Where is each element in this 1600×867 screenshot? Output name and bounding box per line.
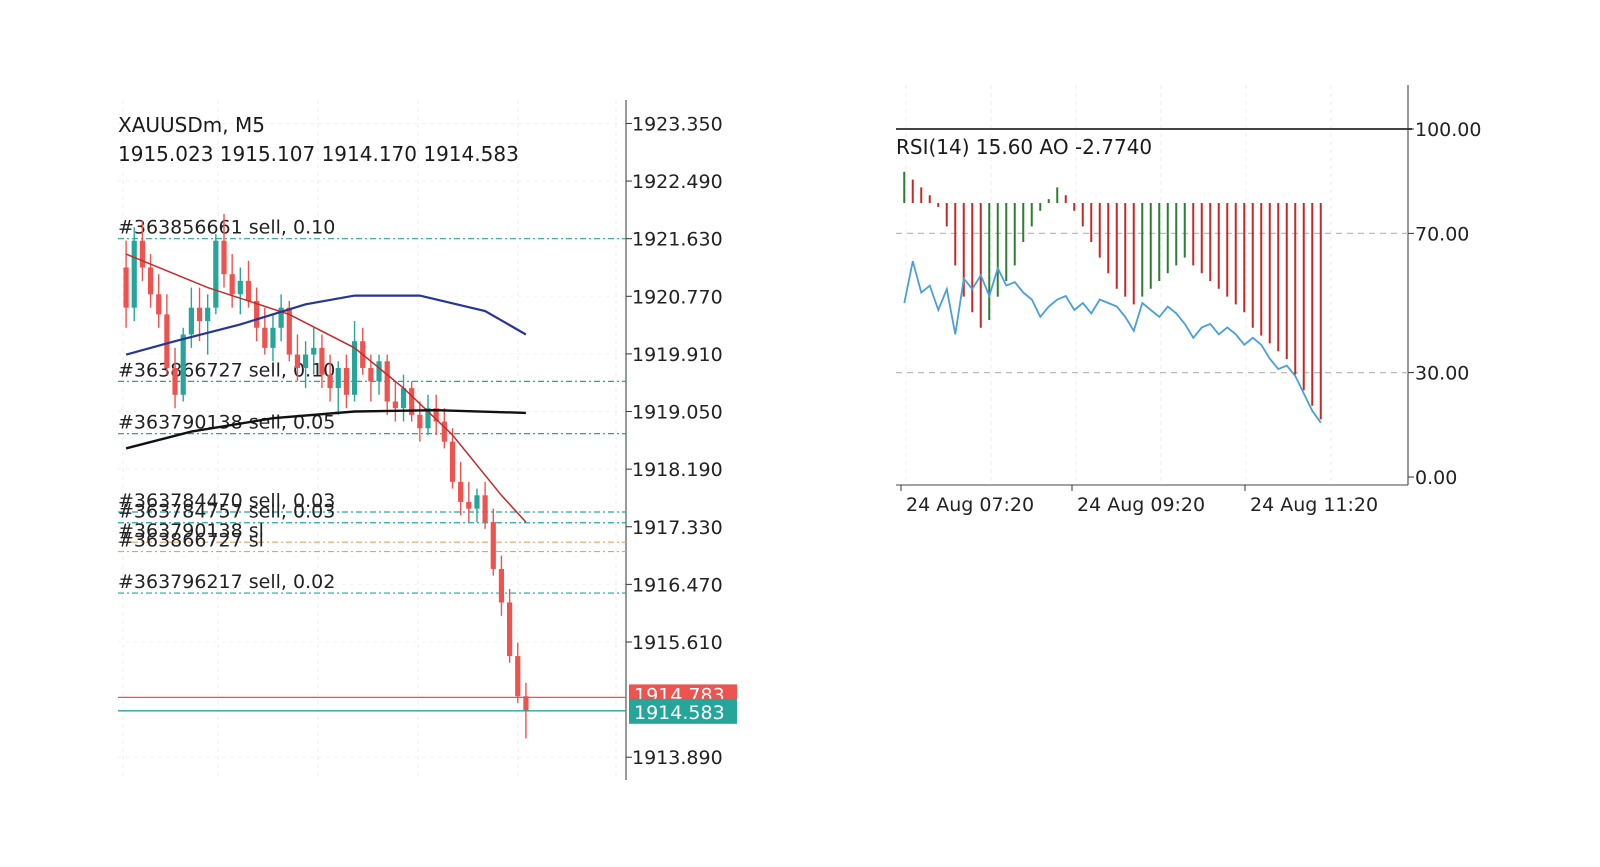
indicator-chart[interactable]: 100.00 70.00 30.00 0.00 24 Aug 07:20 24 Aug 0…	[896, 85, 1536, 525]
price-chart[interactable]: 1923.350 1922.490 1921.630 1920.770 1919.910…	[118, 100, 748, 790]
time-axis-label: 24 Aug 07:20	[906, 494, 1034, 516]
candle-body	[482, 495, 488, 523]
stop-loss-label: #363790138 sl	[118, 520, 264, 542]
candle-body	[515, 656, 521, 697]
candle-body	[147, 267, 154, 295]
price-axis-label: 1918.190	[632, 459, 723, 481]
candle-body	[221, 240, 227, 275]
price-axis-label: 1922.490	[632, 171, 723, 193]
indicator-axis-label: 100.00	[1415, 119, 1481, 141]
candle-body	[343, 367, 349, 395]
candle-body	[311, 347, 317, 355]
candle-body	[164, 314, 170, 368]
candle-body	[433, 408, 439, 422]
candle-body	[319, 347, 325, 375]
candle-body	[229, 274, 235, 295]
indicator-axis-label: 0.00	[1415, 467, 1457, 489]
indicator-axis-label: 70.00	[1415, 223, 1469, 245]
indicator-axis-label: 30.00	[1415, 363, 1469, 385]
order-label: #363784757 sell, 0.03	[118, 501, 335, 523]
candle-body	[172, 367, 178, 395]
time-axis-label: 24 Aug 11:20	[1250, 494, 1378, 516]
candle-body	[270, 327, 276, 348]
candle-body	[474, 495, 480, 509]
candle-body	[205, 307, 211, 322]
moving-average-fast	[125, 253, 527, 523]
candle-body	[458, 481, 464, 502]
order-label: #363866727 sell, 0.10	[118, 359, 335, 381]
candle-body	[262, 327, 268, 348]
candle-body	[376, 361, 382, 382]
order-label: #363784470 sell, 0.03	[118, 490, 335, 512]
candle-body	[417, 414, 423, 429]
candle-body	[523, 696, 529, 711]
order-label: #363796217 sell, 0.02	[118, 571, 335, 593]
moving-average-mid	[125, 294, 527, 356]
rsi-line	[903, 260, 1322, 424]
price-axis-label: 1916.470	[632, 574, 723, 596]
candle-body	[254, 300, 260, 328]
price-chart-canvas[interactable]: 1923.350 1922.490 1921.630 1920.770 1919.910…	[118, 100, 748, 790]
candle-body	[188, 307, 194, 335]
price-axis-label: 1923.350	[632, 113, 723, 135]
ohlc-readout: 1915.023 1915.107 1914.170 1914.583	[118, 142, 519, 166]
indicator-chart-canvas[interactable]: 100.00 70.00 30.00 0.00 24 Aug 07:20 24 Aug 0…	[896, 85, 1536, 525]
price-axis-label: 1921.630	[632, 229, 723, 251]
candle-body	[384, 361, 390, 402]
candle-body	[139, 240, 145, 268]
candle-body	[180, 334, 186, 395]
candle-body	[156, 294, 162, 315]
candle-body	[400, 388, 407, 409]
bid-price-badge	[629, 698, 737, 724]
price-axis-label: 1913.890	[632, 747, 723, 769]
symbol-label: XAUUSDm, M5	[118, 113, 265, 137]
price-axis-label: 1920.770	[632, 286, 723, 308]
candle-body	[449, 441, 456, 482]
candle-body	[131, 240, 137, 308]
price-axis-label: 1919.910	[632, 344, 723, 366]
candle-body	[466, 501, 472, 509]
candle-body	[498, 568, 505, 603]
price-axis-label: 1919.050	[632, 402, 723, 424]
candle-body	[368, 367, 374, 382]
moving-average-slow	[125, 408, 526, 450]
candle-body	[392, 401, 398, 409]
candle-body	[327, 374, 333, 389]
candle-body	[278, 307, 284, 328]
time-axis-label: 24 Aug 09:20	[1077, 494, 1205, 516]
candle-body	[303, 354, 309, 368]
candle-body	[335, 367, 341, 389]
candle-body	[441, 421, 447, 442]
price-axis-label: 1915.610	[632, 632, 723, 654]
candle-body	[123, 267, 129, 308]
candle-body	[425, 408, 431, 429]
candle-body	[294, 354, 301, 368]
indicator-header: RSI(14) 15.60 AO -2.7740	[896, 135, 1153, 159]
candle-body	[351, 341, 358, 395]
bid-price-label: 1914.583	[634, 702, 725, 724]
order-label: #363856661 sell, 0.10	[118, 217, 335, 239]
candle-body	[245, 280, 252, 301]
candle-body	[286, 307, 292, 355]
candle-body	[490, 522, 496, 569]
candle-body	[213, 240, 219, 308]
candle-body	[409, 388, 415, 415]
candle-body	[196, 307, 203, 322]
stop-loss-label: #363866727 sl	[118, 530, 264, 552]
candle-body	[237, 280, 243, 295]
price-axis-label: 1917.330	[632, 517, 723, 539]
candle-body	[507, 602, 513, 657]
